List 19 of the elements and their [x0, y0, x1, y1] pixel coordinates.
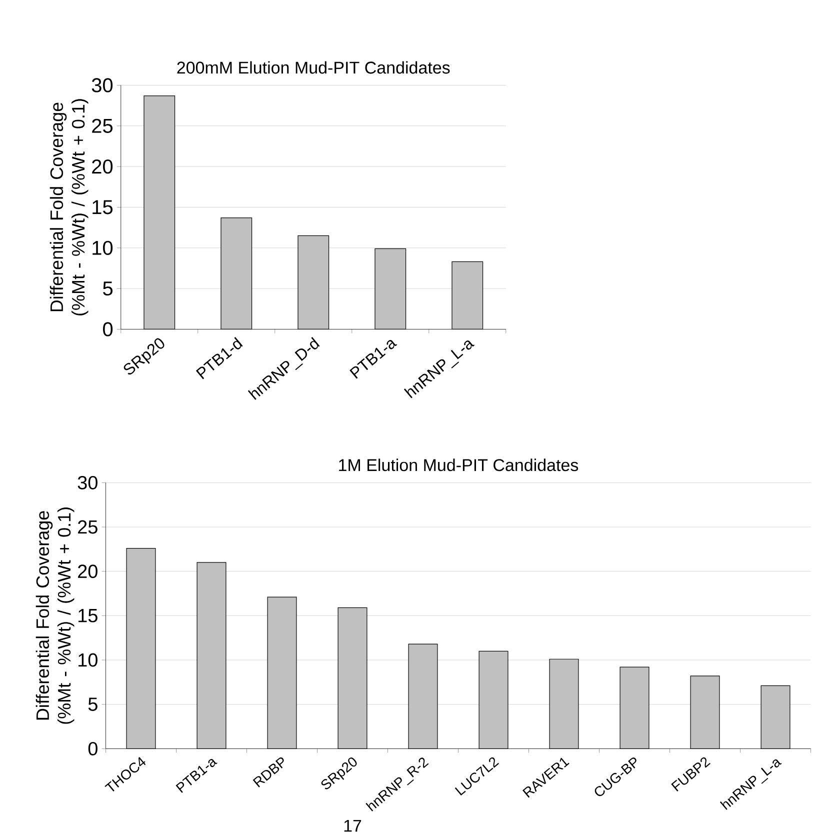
y-tick-label: 5 — [103, 282, 113, 296]
y-axis-title: Differential Fold Coverage (%Mt - %Wt) / (%Wt + 0.1) — [50, 99, 88, 316]
y-tick-label: 15 — [92, 200, 113, 214]
text: 17 — [344, 820, 362, 832]
y-tick-label: 15 — [78, 609, 98, 622]
y-tick-label: 0 — [88, 742, 98, 756]
y-tick-label: 25 — [92, 118, 113, 133]
y-tick-label: 10 — [92, 240, 113, 255]
chart-title: 200mM Elution Mud-PIT Candidates — [177, 61, 450, 74]
y-tick-label: 5 — [88, 698, 98, 711]
y-tick-label: 25 — [78, 520, 98, 534]
y-tick-label: 20 — [92, 159, 113, 174]
y-tick-label: 30 — [92, 78, 113, 92]
y-tick-label: 0 — [103, 322, 113, 336]
y-tick-label: 10 — [78, 653, 98, 667]
y-axis-title: Differential Fold Coverage (%Mt - %Wt) / (%Wt + 0.1) — [36, 508, 74, 724]
y-tick-label: 20 — [78, 564, 98, 578]
chart-title: 1M Elution Mud-PIT Candidates — [339, 458, 578, 472]
y-tick-label: 30 — [78, 476, 98, 490]
